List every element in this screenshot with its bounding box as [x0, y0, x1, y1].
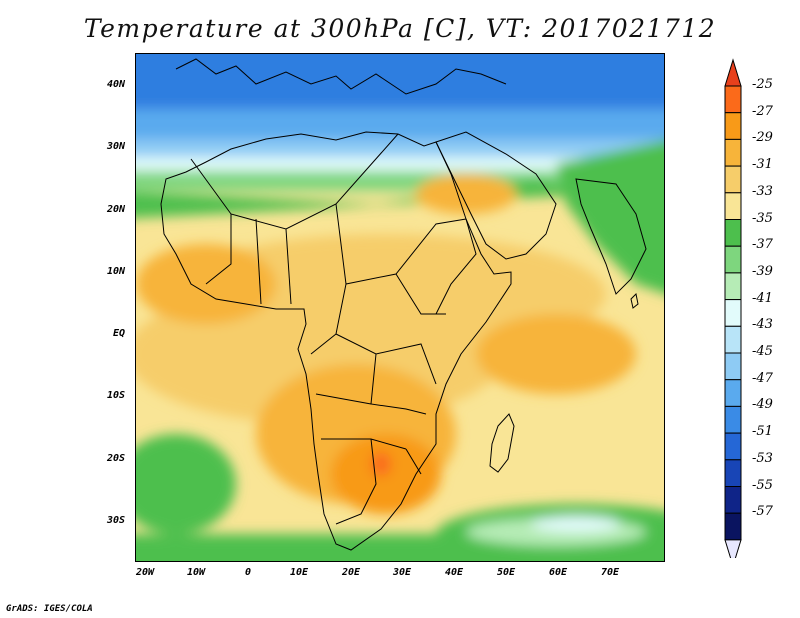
lon-label-10e: 10E: [289, 567, 309, 578]
colorbar-tick-label: -55: [752, 477, 773, 493]
colorbar-tick-label: -49: [752, 397, 773, 413]
colorbar-swatch: [724, 352, 742, 381]
colorbar-swatch: [724, 245, 742, 274]
lat-label-10s: 10S: [106, 390, 125, 401]
colorbar-tick-label: -25: [752, 77, 773, 92]
colorbar-swatch: [724, 299, 742, 327]
lat-label-30s: 30S: [106, 515, 125, 526]
lon-label-60e: 60E: [548, 567, 568, 578]
colorbar-swatch: [724, 112, 742, 140]
colorbar-swatch: [724, 486, 742, 514]
colorbar-tick-label: -41: [752, 290, 773, 306]
colorbar-tick-label: -57: [752, 504, 773, 520]
colorbar-tick-label: -53: [752, 450, 773, 466]
lat-label-30n: 30N: [106, 141, 125, 152]
footer-credit: GrADS: IGES/COLA: [6, 604, 93, 614]
lon-label-20w: 20W: [135, 567, 155, 578]
colorbar-tick-label: -27: [752, 103, 773, 119]
lat-label-40n: 40N: [106, 79, 125, 90]
colorbar-swatch: [724, 325, 742, 354]
lon-label-0: 0: [244, 567, 252, 578]
colorbar-swatch: [724, 379, 742, 407]
colorbar-tick-label: -43: [752, 317, 773, 333]
temperature-map: [135, 53, 665, 562]
lat-label-10n: 10N: [106, 266, 125, 277]
lon-label-40e: 40E: [444, 567, 464, 578]
lon-label-70e: 70E: [600, 567, 620, 578]
lon-label-20e: 20E: [341, 567, 361, 578]
colorbar-swatch: [724, 192, 742, 221]
colorbar-tick-label: -39: [752, 263, 773, 279]
colorbar-swatch: [724, 459, 742, 487]
lat-label-20n: 20N: [106, 204, 125, 215]
temperature-field: [136, 54, 664, 561]
colorbar-swatches: [724, 58, 742, 558]
lon-label-10w: 10W: [186, 567, 206, 578]
colorbar-tick-label: -47: [752, 370, 773, 386]
colorbar-swatch: [724, 85, 742, 114]
colorbar-tick-label: -37: [752, 237, 773, 253]
colorbar-swatch: [724, 165, 742, 194]
colorbar-swatch: [724, 219, 742, 247]
colorbar-swatch: [724, 138, 742, 167]
colorbar-swatch: [724, 272, 742, 301]
colorbar-swatch: [724, 405, 742, 434]
colorbar-tick-label: -29: [752, 130, 773, 146]
colorbar-top-arrow: [724, 58, 742, 87]
colorbar-tick-label: -51: [752, 424, 773, 440]
colorbar-tick-label: -31: [752, 157, 773, 173]
colorbar-bottom-arrow: [724, 539, 742, 558]
map-title: Temperature at 300hPa [C], VT: 201702171…: [83, 14, 717, 43]
lon-label-50e: 50E: [496, 567, 516, 578]
colorbar-swatch: [724, 432, 742, 461]
colorbar-tick-label: -33: [752, 183, 773, 199]
colorbar-tick-label: -35: [752, 210, 773, 226]
colorbar-swatch: [724, 512, 742, 541]
colorbar: [724, 58, 742, 558]
map-canvas: [136, 54, 664, 561]
lon-label-30e: 30E: [392, 567, 412, 578]
colorbar-tick-label: -45: [752, 344, 773, 359]
lat-label-eq: EQ: [112, 328, 125, 339]
lat-label-20s: 20S: [106, 453, 125, 464]
coastlines: [160, 58, 647, 551]
